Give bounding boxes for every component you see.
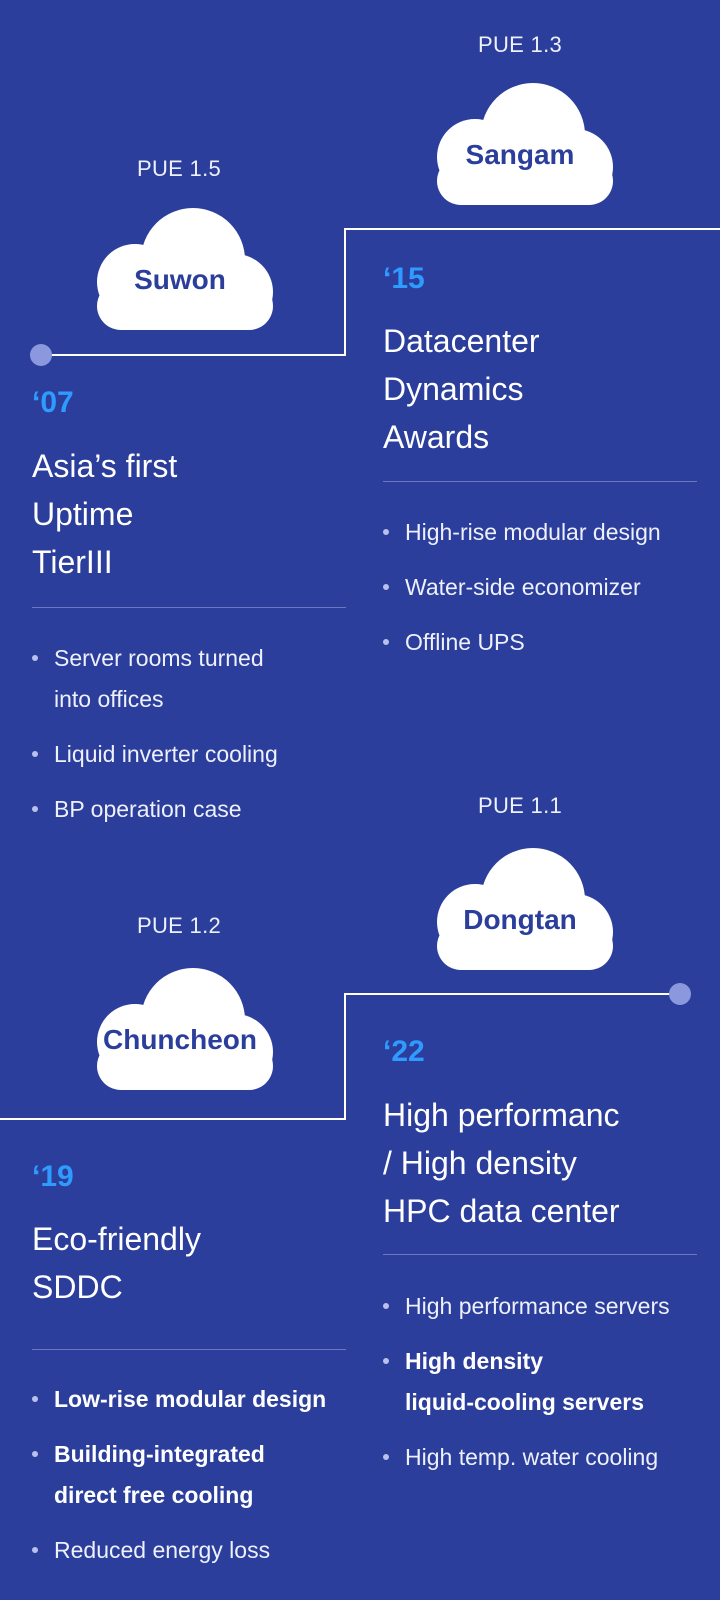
cloud-icon: Suwon [85,202,275,332]
site-title: High performanc / High density HPC data … [383,1097,620,1229]
site-name: Chuncheon [103,1024,257,1055]
list-item: High temp. water cooling [383,1437,719,1478]
timeline-line [344,228,720,230]
pue-value: PUE 1.1 [477,793,563,818]
list-item: High density liquid-cooling servers [383,1341,719,1423]
pue-value: PUE 1.5 [136,156,222,181]
pue-value: PUE 1.2 [136,913,222,938]
list-item: Reduced energy loss [32,1530,362,1571]
timeline-line [40,354,346,356]
list-item: Low-rise modular design [32,1379,362,1420]
feature-list: Low-rise modular design Building-integra… [32,1379,362,1585]
feature-list: Server rooms turned into offices Liquid i… [32,638,352,844]
list-item: Building-integrated direct free cooling [32,1434,362,1516]
timeline-line [344,228,346,356]
timeline-line [0,1118,346,1120]
year-label: ‘22 [383,1035,425,1068]
site-title: Asia’s first Uptime TierIII [32,448,178,580]
list-item: Liquid inverter cooling [32,734,352,775]
site-title: Datacenter Dynamics Awards [383,323,540,455]
list-item: Server rooms turned into offices [32,638,352,720]
pue-value: PUE 1.3 [477,32,563,57]
site-name: Dongtan [463,904,577,935]
list-item: BP operation case [32,789,352,830]
divider [383,481,697,482]
divider [383,1254,697,1255]
timeline-line [344,993,346,1120]
list-item: High performance servers [383,1286,719,1327]
year-label: ‘19 [32,1160,74,1193]
list-item: Water-side economizer [383,567,713,608]
divider [32,607,346,608]
feature-list: High performance servers High density liq… [383,1286,719,1492]
timeline-line [344,993,680,995]
site-name: Sangam [465,139,575,170]
cloud-icon: Dongtan [425,842,615,972]
cloud-icon: Chuncheon [85,962,275,1092]
list-item: Offline UPS [383,622,713,663]
list-item: High-rise modular design [383,512,713,553]
site-title: Eco-friendly SDDC [32,1221,201,1305]
divider [32,1349,346,1350]
site-name: Suwon [134,264,226,295]
timeline-dot-icon [30,344,52,366]
year-label: ‘07 [32,386,74,419]
feature-list: High-rise modular design Water-side econ… [383,512,713,677]
year-label: ‘15 [383,262,425,295]
cloud-icon: Sangam [425,77,615,207]
timeline-dot-icon [669,983,691,1005]
